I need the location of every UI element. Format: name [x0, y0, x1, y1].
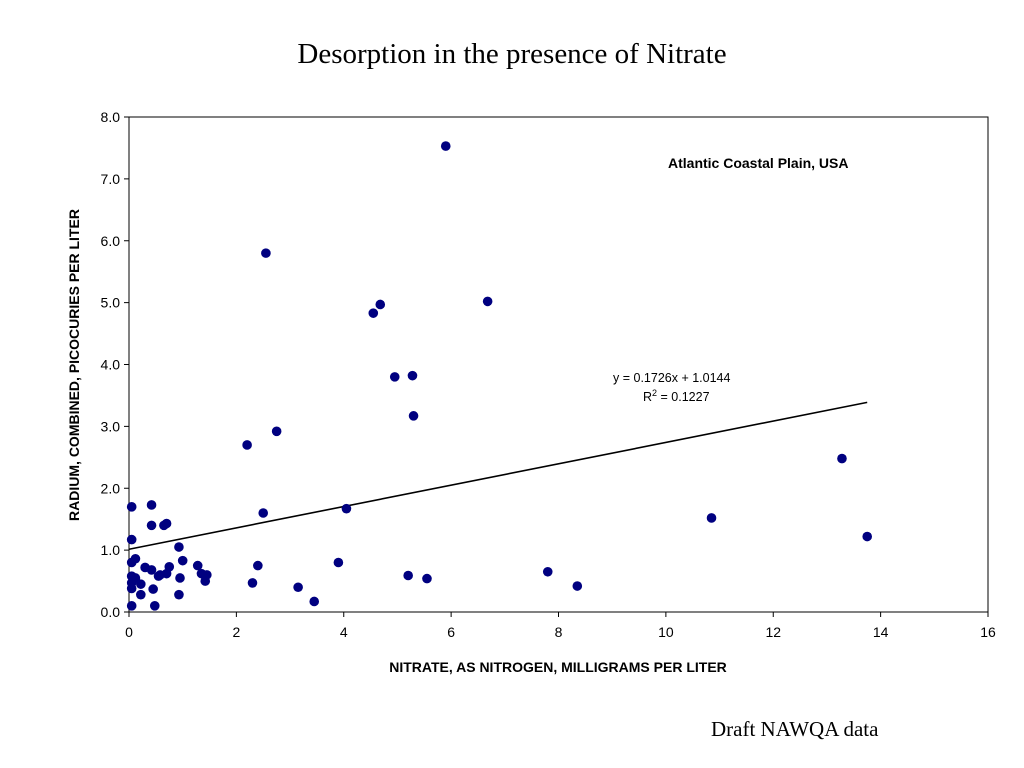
- data-point: [146, 520, 157, 531]
- data-point: [247, 578, 258, 588]
- x-tick-label: 10: [658, 624, 674, 640]
- data-point: [146, 500, 157, 510]
- data-point: [389, 372, 400, 382]
- r-squared-superscript: 2: [652, 388, 657, 398]
- trend-line: [128, 401, 868, 551]
- r-squared-label: R2 = 0.1227: [643, 388, 710, 404]
- data-point: [174, 589, 184, 600]
- region-annotation: Atlantic Coastal Plain, USA: [668, 155, 848, 171]
- data-point: [202, 570, 212, 580]
- data-point: [126, 534, 137, 545]
- data-point: [126, 583, 137, 594]
- x-tick-label: 6: [447, 624, 455, 640]
- data-point: [542, 566, 553, 577]
- data-point: [126, 601, 137, 611]
- x-tick-label: 16: [980, 624, 996, 640]
- y-axis-ticks: 0.0 1.0 2.0 3.0 4.0 5.0 6.0 7.0 8.0: [101, 109, 129, 620]
- data-point: [375, 299, 386, 310]
- data-point: [341, 503, 352, 514]
- data-point: [130, 553, 141, 564]
- plot-area-frame: [128, 116, 989, 613]
- data-point: [164, 562, 175, 572]
- data-point: [333, 557, 344, 568]
- data-point: [837, 453, 847, 464]
- data-point: [242, 440, 252, 450]
- data-point: [440, 141, 451, 151]
- data-point: [482, 296, 493, 307]
- x-tick-label: 12: [765, 624, 781, 640]
- y-axis-title: RADIUM, COMBINED, PICOCURIES PER LITER: [66, 209, 82, 521]
- data-point: [136, 589, 146, 600]
- data-point: [253, 560, 263, 571]
- data-point: [706, 513, 717, 523]
- data-point: [126, 502, 137, 512]
- y-tick-label: 4.0: [101, 357, 121, 373]
- data-point: [862, 531, 873, 542]
- x-tick-label: 2: [232, 624, 240, 640]
- data-point: [422, 573, 432, 584]
- data-point: [174, 542, 184, 552]
- data-points: [126, 141, 873, 611]
- r-squared-value: = 0.1227: [657, 390, 710, 404]
- y-tick-label: 1.0: [101, 542, 121, 558]
- data-point: [403, 570, 413, 581]
- y-tick-label: 5.0: [101, 295, 121, 311]
- x-tick-label: 0: [125, 624, 133, 640]
- trendline-equation: y = 0.1726x + 1.0144: [613, 371, 731, 385]
- x-axis-title: NITRATE, AS NITROGEN, MILLIGRAMS PER LIT…: [389, 659, 727, 675]
- y-tick-label: 8.0: [101, 109, 121, 125]
- y-tick-label: 3.0: [101, 418, 121, 434]
- slide-title: Desorption in the presence of Nitrate: [297, 38, 727, 70]
- data-point: [161, 518, 172, 529]
- data-point: [293, 582, 303, 593]
- x-tick-label: 14: [873, 624, 889, 640]
- data-point: [175, 573, 185, 583]
- y-tick-label: 6.0: [101, 233, 121, 249]
- footer-note: Draft NAWQA data: [711, 717, 879, 741]
- data-point: [261, 248, 271, 258]
- data-point: [192, 560, 203, 571]
- data-point: [148, 584, 158, 594]
- data-point: [177, 555, 188, 566]
- data-point: [146, 565, 157, 575]
- data-point: [368, 308, 379, 318]
- y-tick-label: 0.0: [101, 604, 121, 620]
- data-point: [149, 601, 160, 611]
- y-tick-label: 7.0: [101, 171, 121, 187]
- x-tick-label: 8: [555, 624, 563, 640]
- y-tick-label: 2.0: [101, 480, 121, 496]
- data-point: [258, 508, 269, 518]
- data-point: [130, 573, 141, 583]
- r-squared-prefix: R: [643, 390, 652, 404]
- data-point: [572, 581, 583, 591]
- data-point: [407, 370, 418, 381]
- data-point: [408, 411, 419, 421]
- data-point: [309, 596, 320, 607]
- x-axis-ticks: 0 2 4 6 8 10 12 14 16: [125, 612, 996, 640]
- x-tick-label: 4: [340, 624, 348, 640]
- data-point: [136, 579, 146, 589]
- data-point: [271, 426, 282, 437]
